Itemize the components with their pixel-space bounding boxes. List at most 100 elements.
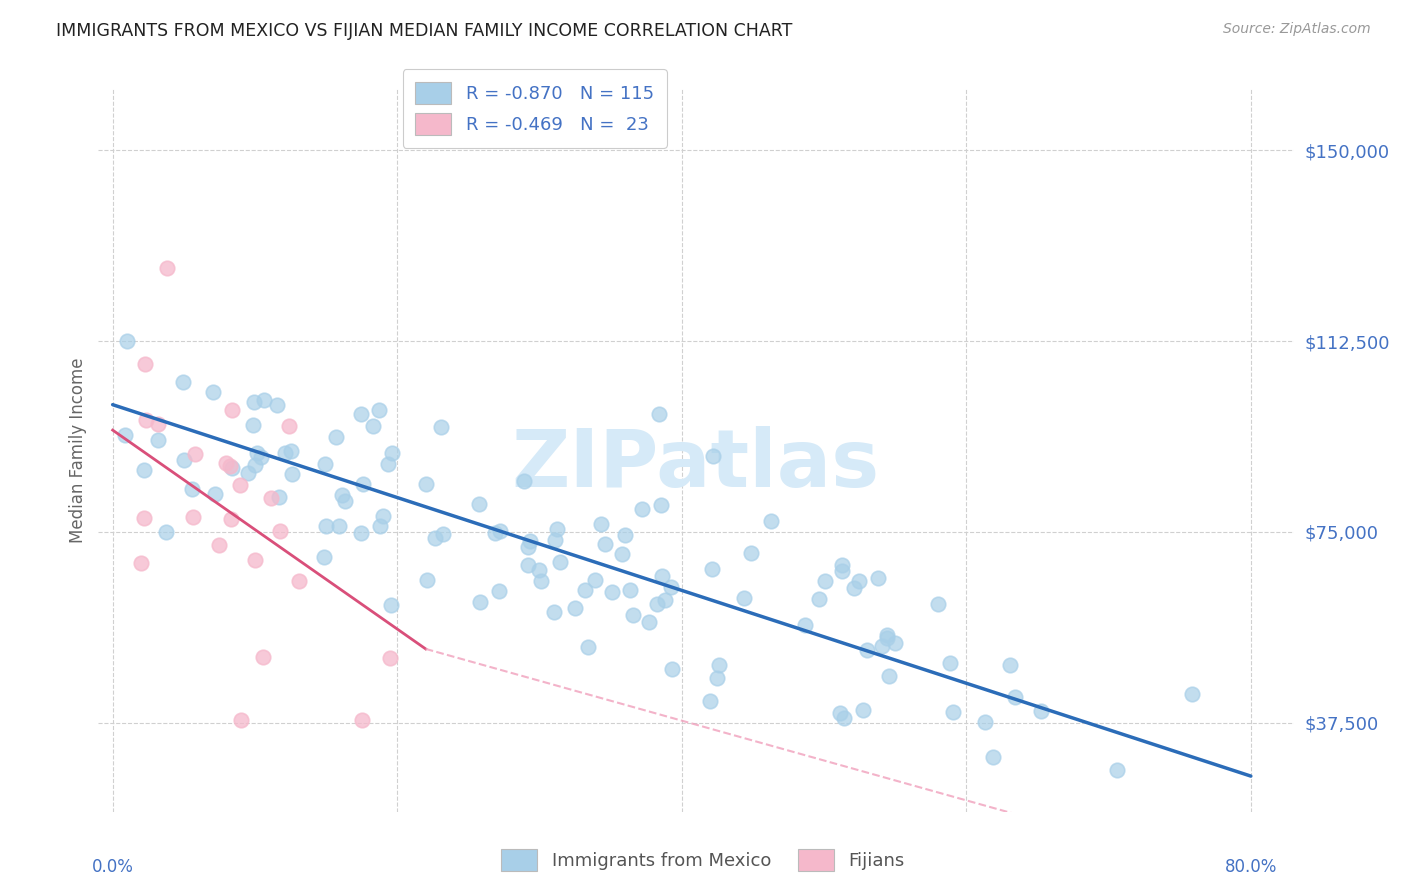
Point	[842, 581, 865, 595]
Point	[621, 607, 644, 622]
Point	[381, 446, 404, 460]
Point	[870, 639, 893, 653]
Point	[219, 512, 242, 526]
Point	[613, 527, 636, 541]
Point	[415, 476, 437, 491]
Point	[221, 403, 243, 417]
Point	[868, 571, 890, 585]
Point	[371, 508, 394, 523]
Point	[814, 574, 837, 589]
Point	[470, 595, 492, 609]
Point	[350, 407, 373, 421]
Point	[184, 447, 207, 461]
Point	[328, 519, 350, 533]
Point	[367, 402, 389, 417]
Legend: Immigrants from Mexico, Fijians: Immigrants from Mexico, Fijians	[494, 842, 912, 879]
Point	[876, 631, 898, 645]
Point	[1029, 704, 1052, 718]
Point	[312, 549, 335, 564]
Point	[361, 418, 384, 433]
Point	[548, 555, 571, 569]
Point	[274, 446, 297, 460]
Point	[650, 498, 672, 512]
Point	[1181, 686, 1204, 700]
Point	[927, 597, 949, 611]
Point	[215, 456, 238, 470]
Point	[330, 488, 353, 502]
Point	[468, 497, 491, 511]
Point	[883, 636, 905, 650]
Point	[576, 640, 599, 654]
Point	[645, 597, 668, 611]
Point	[848, 574, 870, 589]
Point	[430, 420, 453, 434]
Point	[269, 524, 291, 538]
Point	[702, 449, 724, 463]
Point	[380, 598, 402, 612]
Point	[252, 649, 274, 664]
Point	[314, 457, 336, 471]
Point	[204, 487, 226, 501]
Point	[852, 703, 875, 717]
Point	[647, 407, 669, 421]
Point	[484, 526, 506, 541]
Point	[242, 395, 264, 409]
Point	[432, 527, 454, 541]
Point	[998, 658, 1021, 673]
Text: IMMIGRANTS FROM MEXICO VS FIJIAN MEDIAN FAMILY INCOME CORRELATION CHART: IMMIGRANTS FROM MEXICO VS FIJIAN MEDIAN …	[56, 22, 793, 40]
Point	[238, 467, 260, 481]
Point	[619, 583, 641, 598]
Point	[115, 334, 138, 349]
Point	[266, 398, 288, 412]
Point	[280, 443, 302, 458]
Point	[543, 605, 565, 619]
Point	[146, 433, 169, 447]
Point	[368, 518, 391, 533]
Point	[973, 715, 995, 730]
Point	[1004, 690, 1026, 705]
Point	[489, 524, 512, 538]
Point	[699, 694, 721, 708]
Point	[759, 515, 782, 529]
Point	[114, 427, 136, 442]
Point	[380, 650, 402, 665]
Point	[564, 601, 586, 615]
Text: Source: ZipAtlas.com: Source: ZipAtlas.com	[1223, 22, 1371, 37]
Point	[181, 509, 204, 524]
Point	[574, 582, 596, 597]
Point	[267, 490, 290, 504]
Point	[281, 467, 304, 481]
Point	[740, 546, 762, 560]
Point	[513, 475, 536, 489]
Point	[876, 627, 898, 641]
Point	[637, 615, 659, 629]
Text: 80.0%: 80.0%	[1225, 857, 1277, 876]
Point	[832, 711, 855, 725]
Point	[229, 478, 252, 492]
Point	[1105, 763, 1128, 777]
Point	[631, 502, 654, 516]
Point	[659, 580, 682, 594]
Point	[583, 573, 606, 587]
Text: 0.0%: 0.0%	[91, 857, 134, 876]
Point	[654, 593, 676, 607]
Point	[530, 574, 553, 588]
Point	[219, 458, 242, 473]
Point	[315, 519, 337, 533]
Point	[134, 357, 156, 371]
Point	[156, 261, 179, 276]
Point	[335, 493, 357, 508]
Point	[202, 385, 225, 400]
Point	[253, 393, 276, 408]
Point	[733, 591, 755, 606]
Point	[939, 657, 962, 671]
Point	[260, 491, 283, 505]
Point	[702, 562, 724, 576]
Text: ZIPatlas: ZIPatlas	[512, 425, 880, 504]
Point	[229, 713, 252, 727]
Point	[856, 642, 879, 657]
Point	[250, 450, 273, 464]
Point	[706, 672, 728, 686]
Point	[132, 463, 155, 477]
Point	[243, 553, 266, 567]
